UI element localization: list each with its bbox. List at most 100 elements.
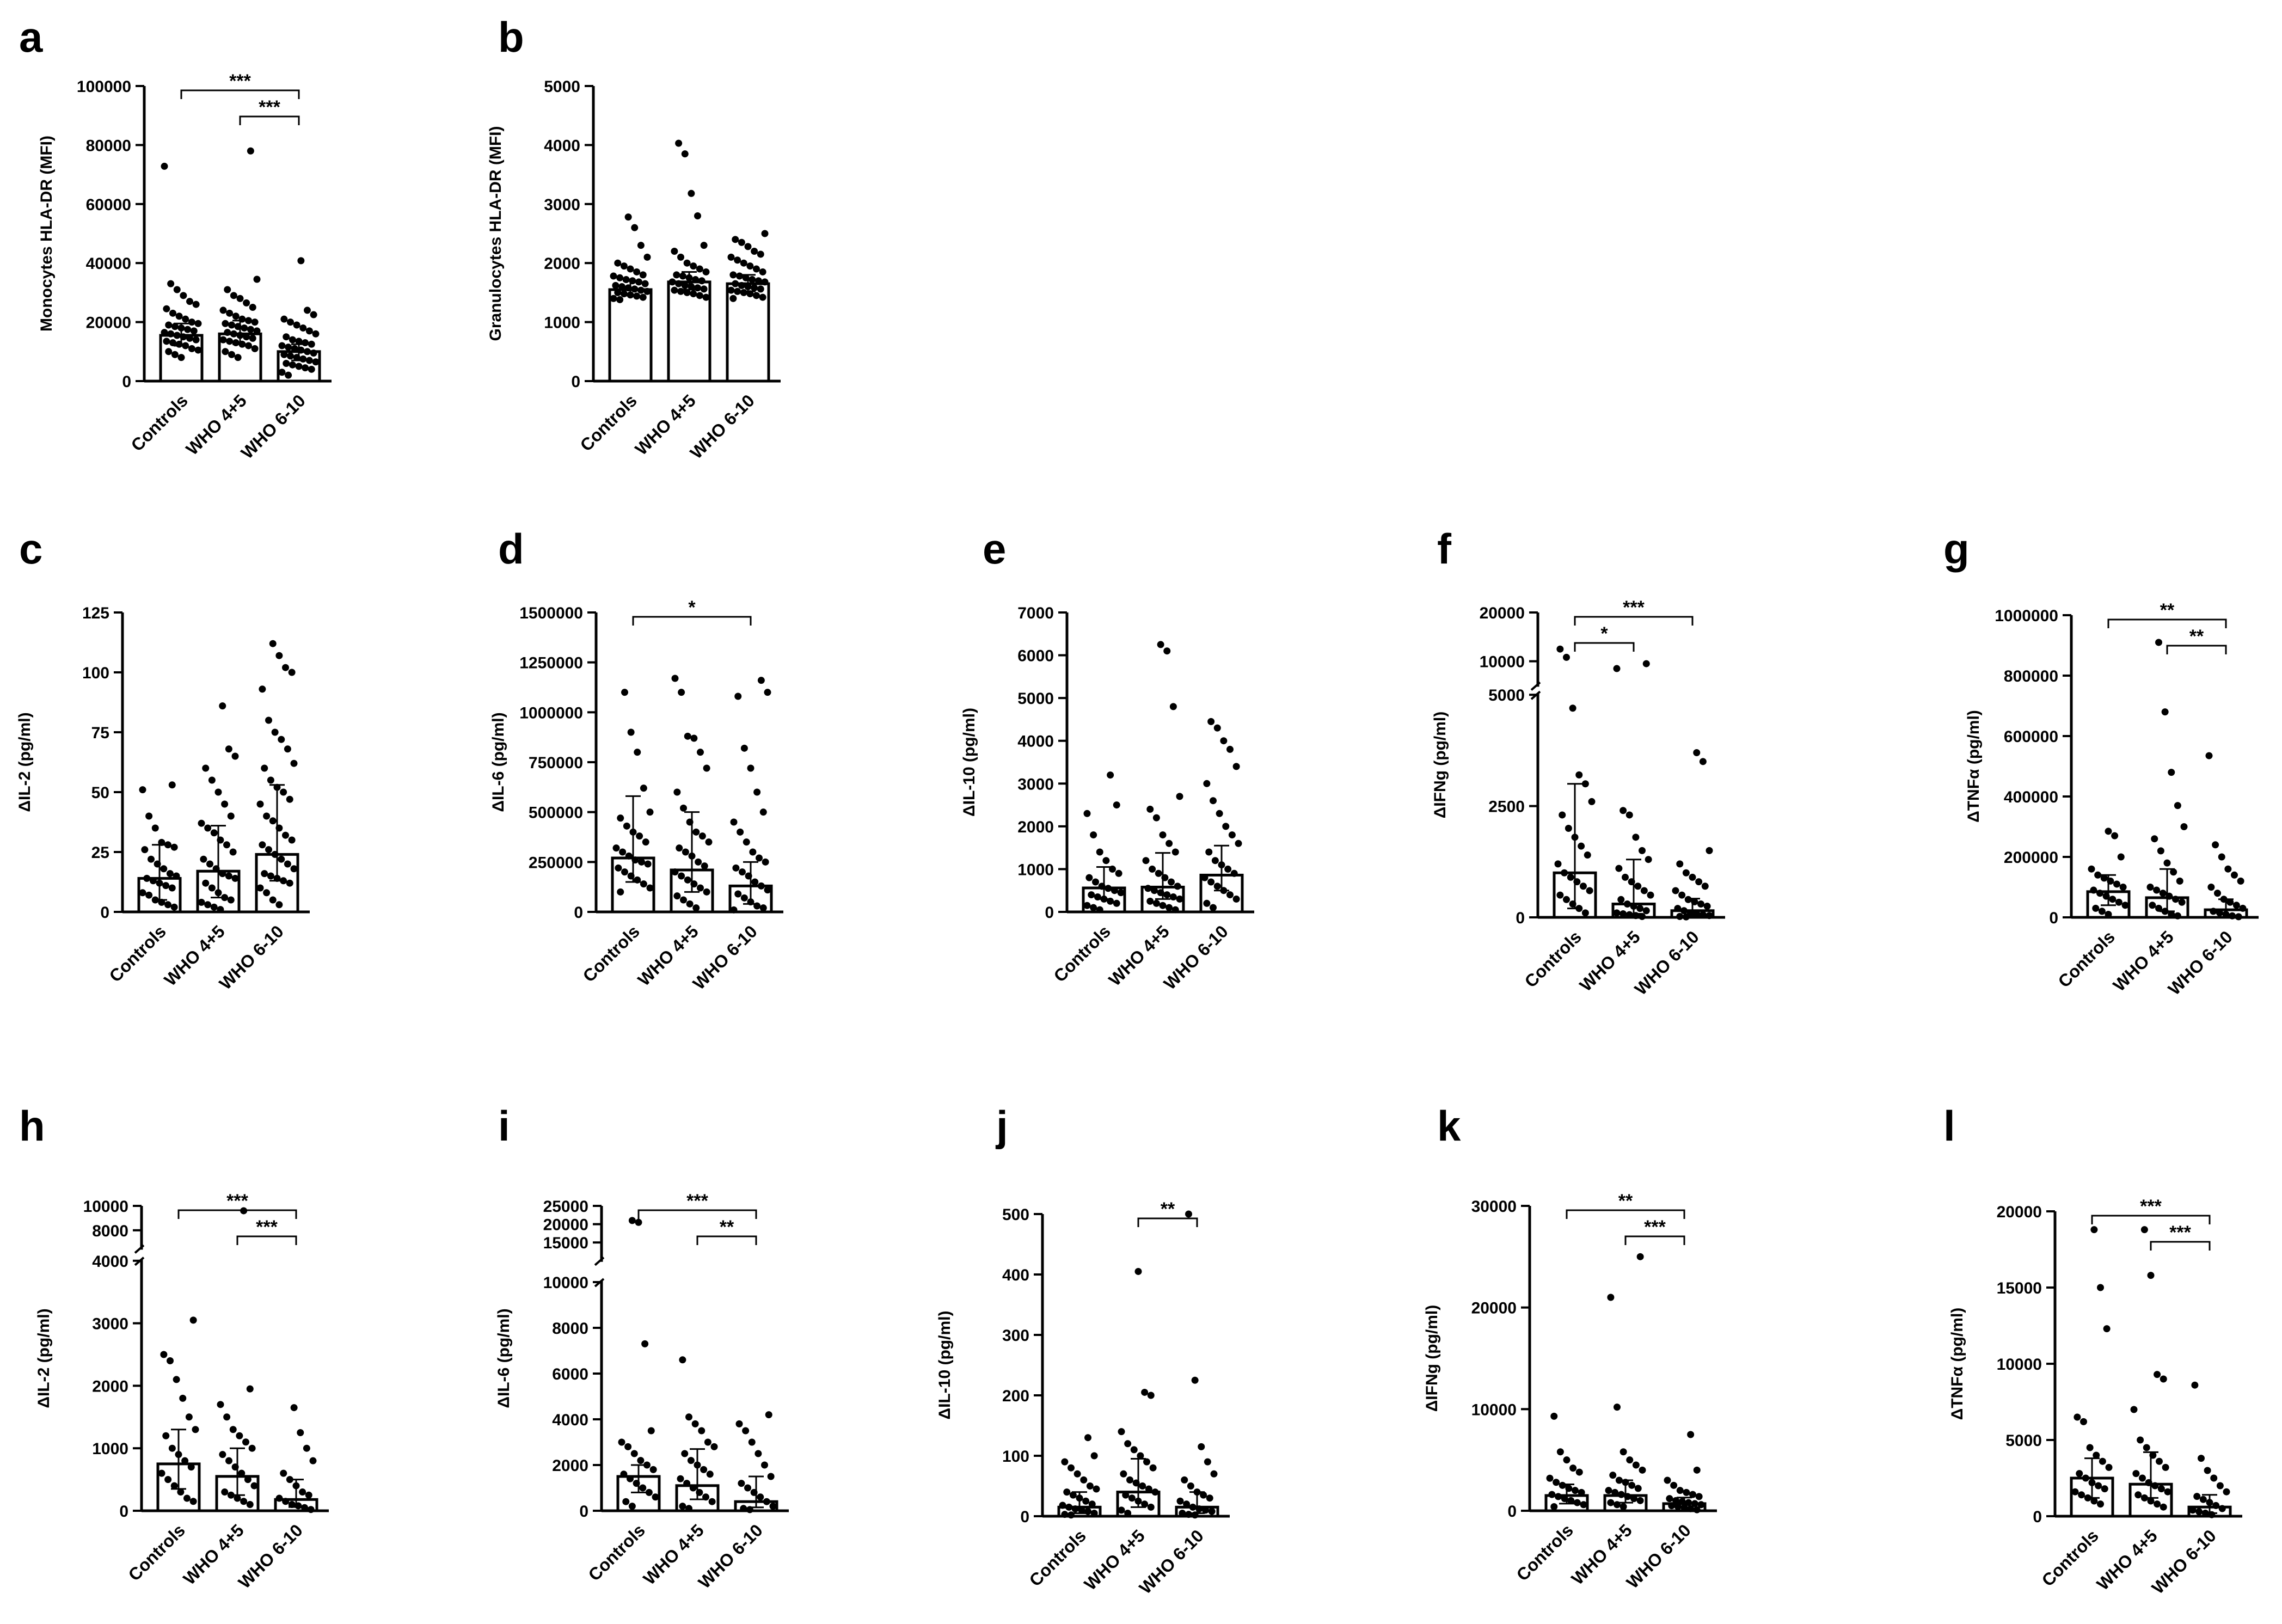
data-point (1588, 798, 1596, 805)
data-point (1179, 1510, 1186, 1517)
data-point (1131, 1446, 1138, 1453)
y-tick-label: 20000 (1997, 1203, 2042, 1221)
data-point (2103, 893, 2110, 900)
data-point (1694, 1506, 1701, 1513)
y-tick-label: 1000 (544, 314, 580, 332)
data-point (2154, 1371, 2161, 1378)
data-point (2219, 1505, 2226, 1512)
data-point (160, 865, 167, 872)
data-point (280, 1470, 287, 1477)
data-point (757, 250, 764, 258)
data-point (1113, 801, 1120, 808)
data-point (1192, 1511, 1199, 1518)
data-point (1061, 1458, 1068, 1466)
data-point (738, 239, 745, 246)
data-point (1155, 870, 1162, 877)
data-point (616, 296, 623, 303)
data-point (1614, 1501, 1621, 1508)
data-point (1676, 913, 1683, 920)
data-point (2237, 878, 2244, 885)
data-point (1559, 1482, 1566, 1489)
data-point (206, 861, 213, 868)
data-point (1204, 1458, 1211, 1466)
data-point (1146, 806, 1154, 813)
data-point (202, 880, 209, 887)
data-point (158, 839, 165, 846)
data-point (1157, 641, 1164, 648)
data-point (2084, 1494, 2091, 1502)
y-tick-label: 30000 (1471, 1198, 1517, 1216)
data-point (237, 295, 244, 302)
significance-bracket (639, 1210, 756, 1219)
y-tick-label: 400 (1002, 1266, 1029, 1284)
data-point (1185, 1211, 1192, 1218)
y-axis-title: Monocytes HLA-DR (MFI) (38, 136, 56, 332)
data-point (2224, 866, 2231, 873)
significance-label: *** (2140, 1196, 2162, 1217)
panel-label: c (19, 525, 42, 573)
data-point (1068, 1511, 1075, 1518)
x-category-label: WHO 6-10 (1160, 921, 1232, 993)
data-point (701, 285, 708, 292)
data-point (621, 689, 628, 696)
data-point (1157, 889, 1164, 896)
data-point (245, 317, 252, 324)
data-point (1122, 1492, 1129, 1499)
data-point (223, 841, 230, 848)
data-point (1207, 879, 1214, 886)
data-point (624, 1443, 631, 1450)
data-point (208, 885, 216, 892)
data-point (640, 271, 647, 278)
data-point (1091, 1510, 1098, 1517)
data-point (700, 1466, 707, 1473)
data-point (1697, 900, 1704, 908)
data-point (1626, 1456, 1633, 1463)
data-point (2223, 911, 2230, 918)
data-point (1668, 1502, 1675, 1509)
data-point (306, 327, 313, 334)
data-point (193, 301, 200, 308)
data-point (703, 765, 710, 772)
y-tick-label: 6000 (1017, 647, 1054, 665)
data-point (139, 889, 146, 896)
y-tick-label: 0 (1516, 909, 1525, 927)
data-point (759, 294, 766, 301)
data-point (1211, 1470, 1218, 1478)
data-point (1149, 866, 1156, 873)
y-tick-label: 20000 (543, 1216, 588, 1234)
data-point (186, 335, 193, 342)
y-tick-label: 0 (119, 1503, 128, 1521)
data-point (1143, 857, 1150, 864)
data-point (254, 276, 261, 283)
data-point (1135, 1268, 1142, 1275)
data-point (2080, 1418, 2087, 1425)
data-point (1074, 1470, 1081, 1478)
data-point (1124, 1440, 1131, 1447)
data-point (2229, 912, 2236, 920)
data-point (302, 364, 309, 371)
data-point (647, 808, 654, 816)
y-tick-label: 0 (2049, 909, 2058, 927)
data-point (630, 829, 637, 836)
data-point (165, 348, 172, 355)
bar-controls (610, 290, 651, 381)
data-point (698, 1427, 705, 1435)
data-point (1630, 903, 1637, 910)
data-point (2207, 884, 2214, 891)
y-tick-label: 600000 (2004, 728, 2058, 746)
data-point (618, 1439, 625, 1446)
data-point (204, 825, 211, 832)
data-point (1137, 1453, 1144, 1460)
data-point (217, 837, 224, 844)
y-tick-label: 8000 (552, 1320, 588, 1338)
significance-bracket (2092, 1216, 2210, 1224)
data-point (1212, 857, 1219, 864)
data-point (175, 1451, 182, 1458)
data-point (1220, 887, 1227, 894)
data-point (305, 1492, 312, 1499)
data-point (242, 1438, 249, 1445)
data-point (2208, 1511, 2215, 1518)
data-point (1063, 1488, 1070, 1496)
data-point (633, 292, 640, 299)
y-tick-label: 1000000 (519, 704, 583, 722)
